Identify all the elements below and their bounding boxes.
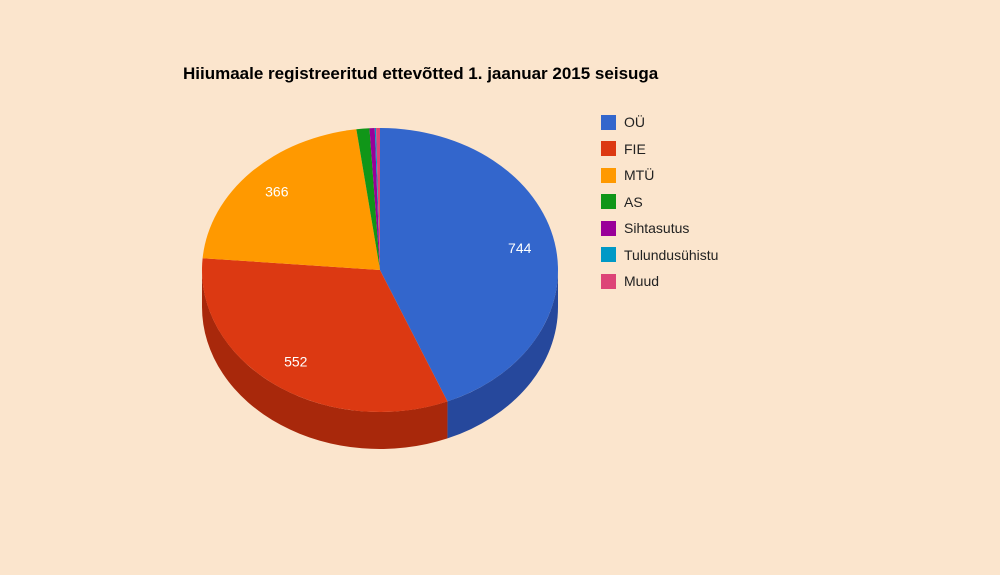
legend-item: Tulundusühistu [601,242,718,269]
legend-label: AS [624,193,643,210]
pie-slice-oü [380,128,559,402]
pie-slice-as [356,128,380,270]
legend-swatch [601,247,616,263]
pie-sides [202,270,558,450]
slice-value-label: 366 [265,184,289,200]
pie-slice-sihtasutus [369,128,380,270]
legend: OÜ FIE MTÜ AS Sihtasutus Tulundusühistu Muud [601,109,718,295]
legend-swatch [601,141,616,157]
pie-slice-fie [202,258,448,413]
legend-item: Muud [601,268,718,295]
slice-value-label: 744 [508,240,532,256]
legend-label: Sihtasutus [624,220,690,237]
pie-side-0 [447,270,558,439]
pie-slice-muud [376,128,380,270]
legend-item: MTÜ [601,162,718,189]
legend-swatch [601,220,616,236]
legend-label: FIE [624,140,646,157]
legend-item: OÜ [601,109,718,136]
legend-label: OÜ [624,114,645,131]
pie-slice-tulundusühistu [374,128,380,270]
legend-swatch [601,114,616,130]
legend-swatch [601,194,616,210]
legend-item: AS [601,189,718,216]
legend-swatch [601,167,616,183]
legend-label: Tulundusühistu [624,246,719,263]
pie-top [202,128,559,413]
pie-side-1 [202,270,448,450]
legend-label: MTÜ [624,167,655,184]
slice-value-label: 552 [284,354,308,370]
legend-label: Muud [624,273,660,290]
pie-slice-mtü [202,129,380,270]
legend-item: FIE [601,136,718,163]
chart-title: Hiiumaale registreeritud ettevõtted 1. j… [183,64,659,83]
legend-swatch [601,273,616,289]
legend-item: Sihtasutus [601,215,718,242]
